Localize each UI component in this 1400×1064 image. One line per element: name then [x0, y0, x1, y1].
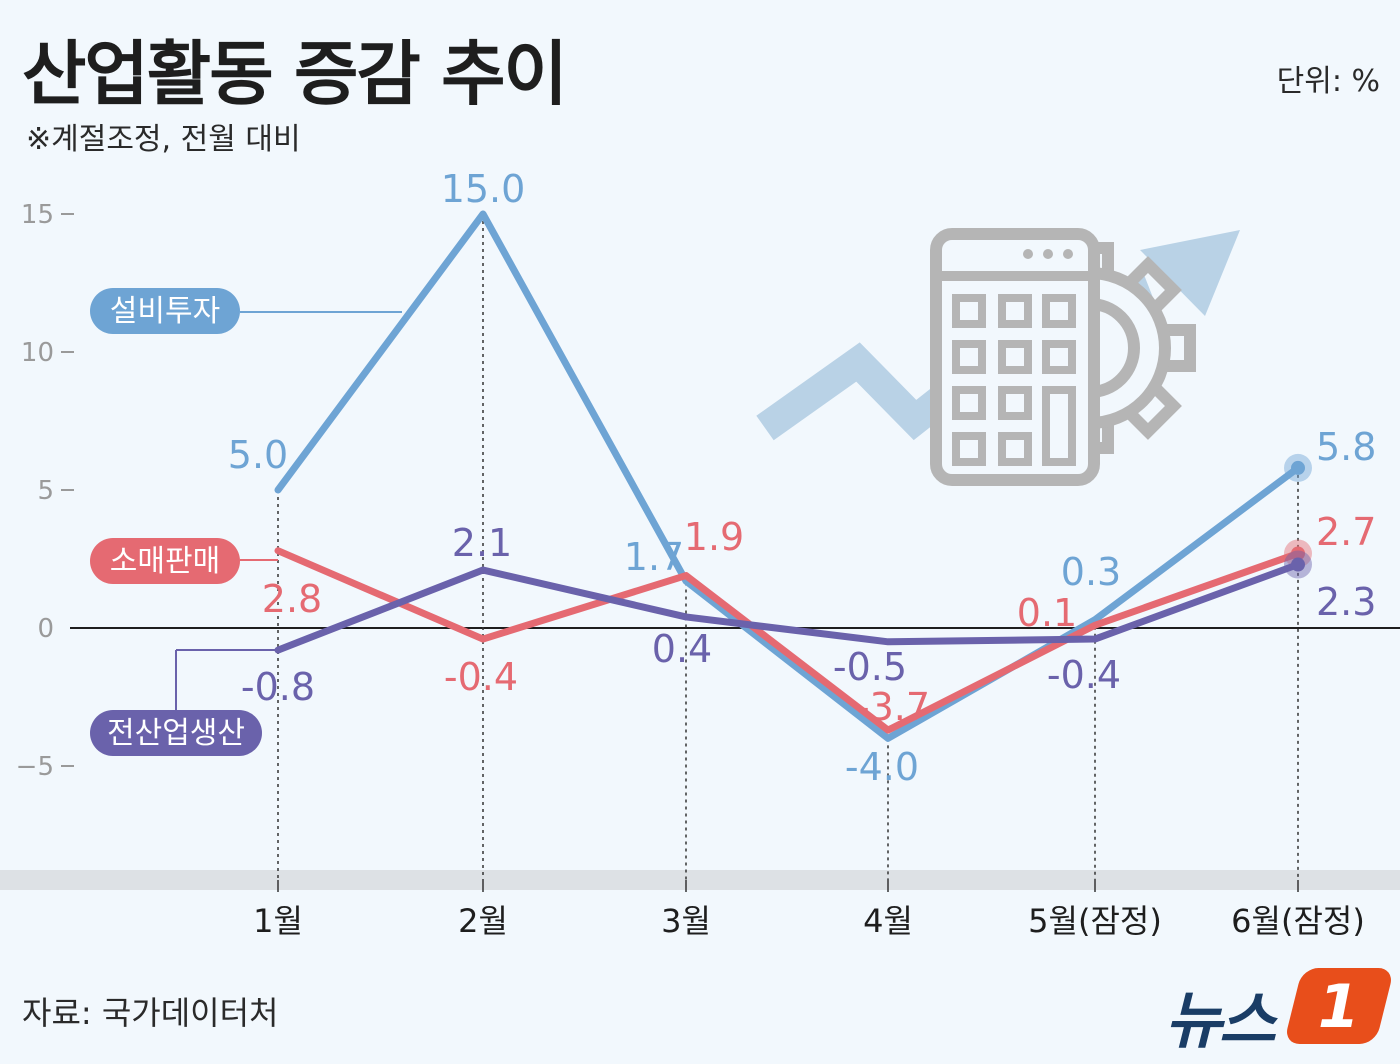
y-tick-label: 5 [37, 476, 54, 506]
calculator-dot [1043, 249, 1053, 259]
data-label-production: 0.4 [652, 627, 712, 671]
calculator-dot [1063, 249, 1073, 259]
y-tick-label: 10 [21, 338, 54, 368]
calculator-key [952, 386, 986, 420]
data-label-production: 2.3 [1316, 580, 1376, 624]
chart-title: 산업활동 증감 추이 [22, 33, 568, 115]
chart-subtitle: ※계절조정, 전월 대비 [26, 122, 301, 157]
calculator-key [952, 432, 986, 466]
legend-label-investment: 설비투자 [110, 294, 220, 329]
data-labels: 5.0 15.0 1.7 -4.0 0.3 5.8 2.8 -0.4 1.9 -3.7 0.1 2.7… [228, 167, 1377, 789]
data-label-investment: 0.3 [1061, 550, 1121, 594]
logo-text: 뉴스 [1165, 984, 1276, 1057]
logo-badge-text: 1 [1317, 972, 1360, 1042]
legend-label-retail: 소매판매 [110, 544, 220, 579]
end-point-production [1291, 557, 1305, 572]
data-label-production: -0.4 [1047, 653, 1121, 697]
x-tick-label: 1월 [253, 902, 303, 940]
data-label-investment: 5.0 [228, 433, 288, 477]
y-tick-label: 15 [21, 200, 54, 230]
x-tick-label: 3월 [661, 902, 711, 940]
calculator-key-tall [1042, 386, 1076, 466]
series-layer [274, 210, 1312, 742]
calculator-key [1042, 340, 1076, 374]
trend-arrow-head-icon [1140, 230, 1240, 316]
data-label-retail: 0.1 [1017, 591, 1077, 635]
calculator-key [952, 294, 986, 328]
x-tick-label: 6월(잠정) [1231, 902, 1365, 940]
x-tick-label: 5월(잠정) [1028, 902, 1162, 940]
source-note: 자료: 국가데이터처 [22, 994, 279, 1032]
y-tick-label: −5 [16, 752, 54, 782]
calculator-icon [930, 228, 1100, 486]
data-label-investment: -4.0 [845, 745, 919, 789]
data-label-production: -0.5 [833, 645, 907, 689]
x-tick-label: 2월 [458, 902, 508, 940]
calculator-key [998, 340, 1032, 374]
legend-pill-production [90, 710, 262, 756]
x-tick-label: 4월 [863, 902, 913, 940]
data-label-investment: 15.0 [441, 167, 526, 211]
data-label-retail: -0.4 [444, 655, 518, 699]
logo-badge: 1 [1283, 968, 1395, 1044]
end-point-retail [1291, 546, 1305, 561]
data-label-retail: 2.7 [1316, 510, 1376, 554]
series-line-retail [274, 547, 1302, 734]
calculator-dot [1023, 249, 1033, 259]
y-tick-label: 0 [37, 614, 54, 644]
calculator-key [998, 432, 1032, 466]
series-line-production [274, 561, 1302, 654]
series-line-investment [274, 210, 1302, 742]
legend-label-production: 전산업생산 [107, 716, 245, 751]
calculator-key [998, 386, 1032, 420]
calculator-key [1042, 294, 1076, 328]
axes: −5 0 5 10 15 1월 2월 3월 4월 5월(잠정) 6월(잠정) [0, 200, 1400, 940]
data-label-production: 2.1 [452, 521, 512, 565]
data-label-production: -0.8 [241, 665, 315, 709]
data-label-retail: 2.8 [262, 577, 322, 621]
illustration [756, 228, 1240, 486]
legend-pill-retail [90, 538, 240, 584]
calculator-key [952, 340, 986, 374]
data-label-investment: 5.8 [1316, 425, 1376, 469]
data-label-retail: -3.7 [856, 685, 930, 729]
plot-bottom-band [0, 870, 1400, 890]
data-label-retail: 1.9 [684, 515, 744, 559]
end-point-investment [1291, 460, 1305, 475]
data-label-investment: 1.7 [624, 535, 684, 579]
legend-pill-investment [90, 288, 240, 334]
unit-label: 단위: % [1276, 64, 1380, 99]
calculator-key [998, 294, 1032, 328]
